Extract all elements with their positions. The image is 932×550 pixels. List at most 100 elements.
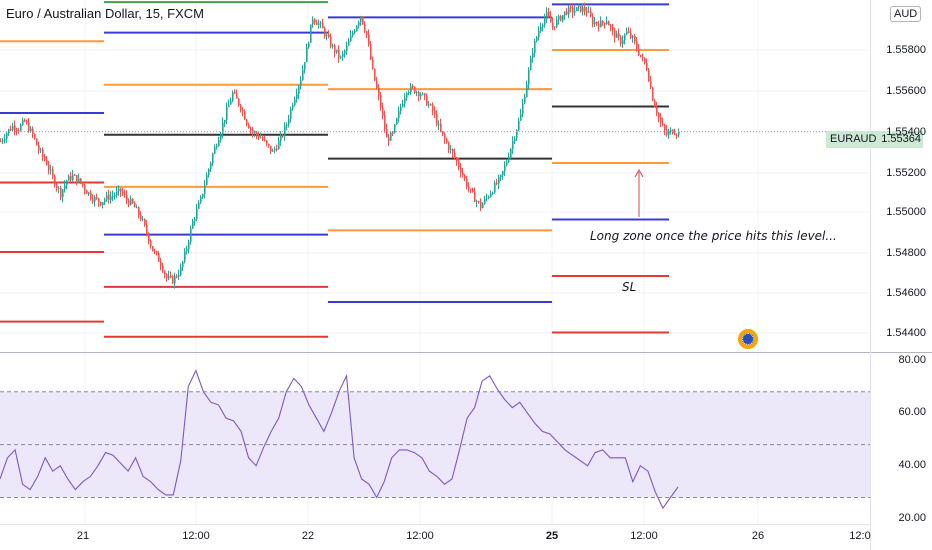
candle-body (280, 135, 282, 141)
candle-body (96, 196, 98, 199)
candle-body (632, 36, 634, 38)
candle-body (34, 133, 36, 139)
candle-body (148, 233, 150, 242)
candle-body (364, 24, 366, 32)
candle-body (10, 129, 12, 131)
candle-body (128, 200, 130, 205)
candle-body (206, 175, 208, 186)
candle-body (670, 129, 672, 132)
candle-body (430, 104, 432, 106)
candle-body (168, 275, 170, 279)
rsi-tick: 40.00 (898, 459, 926, 471)
candle-body (320, 22, 322, 24)
candle-body (198, 202, 200, 209)
price-tick: 1.54400 (886, 327, 926, 339)
candle-body (0, 141, 2, 143)
globe-icon[interactable] (738, 329, 758, 349)
candle-body (240, 105, 242, 110)
candle-body (652, 87, 654, 101)
candle-body (556, 19, 558, 28)
candle-body (84, 185, 86, 191)
candle-body (426, 95, 428, 106)
candle-body (94, 196, 96, 202)
candle-body (170, 275, 172, 277)
time-tick: 26 (751, 530, 765, 542)
candle-body (622, 40, 624, 44)
candle-body (550, 16, 552, 23)
candle-body (678, 131, 680, 135)
candle-body (182, 261, 184, 268)
candle-body (356, 25, 358, 31)
candle-body (642, 56, 644, 58)
candle-body (248, 124, 250, 129)
candle-body (254, 132, 256, 134)
candle-body (362, 16, 364, 25)
candle-body (606, 21, 608, 25)
candle-body (614, 30, 616, 38)
candle-body (114, 195, 116, 197)
candle-body (258, 134, 260, 138)
candle-body (628, 31, 630, 33)
candle-body (524, 97, 526, 104)
candle-body (86, 190, 88, 194)
candle-body (138, 207, 140, 215)
candle-body (584, 7, 586, 12)
candle-body (210, 162, 212, 170)
candle-body (174, 275, 176, 284)
candle-body (54, 176, 56, 186)
candle-body (82, 182, 84, 186)
candle-body (366, 31, 368, 35)
candle-body (306, 47, 308, 63)
candle-body (436, 114, 438, 125)
candle-body (658, 113, 660, 118)
rsi-tick: 80.00 (898, 354, 926, 366)
candle-body (408, 91, 410, 93)
candle-body (498, 177, 500, 184)
candle-body (576, 7, 578, 11)
candle-body (238, 98, 240, 106)
candle-body (554, 26, 556, 28)
candle-body (140, 214, 142, 220)
candle-body (624, 34, 626, 41)
candle-body (464, 175, 466, 179)
candle-body (578, 5, 580, 8)
currency-badge[interactable]: AUD (890, 6, 922, 22)
candle-body (180, 267, 182, 275)
candle-body (522, 103, 524, 115)
candle-body (26, 121, 28, 123)
candle-body (450, 149, 452, 151)
candle-body (2, 140, 4, 142)
candle-body (474, 191, 476, 202)
last-price-badge: EURAUD 1.55364 (826, 131, 923, 148)
candle-body (190, 228, 192, 242)
candle-body (568, 7, 570, 15)
candle-body (100, 202, 102, 206)
price-tick: 1.55600 (886, 85, 926, 97)
candle-body (244, 111, 246, 120)
candle-body (134, 202, 136, 208)
candle-body (286, 124, 288, 126)
price-tick: 1.54800 (886, 247, 926, 259)
candle-body (98, 198, 100, 203)
candle-body (156, 251, 158, 254)
candle-body (250, 128, 252, 130)
candle-body (50, 169, 52, 171)
candle-body (500, 175, 502, 178)
candle-body (288, 119, 290, 125)
candle-body (476, 201, 478, 203)
candle-body (502, 171, 504, 176)
candle-body (598, 23, 600, 28)
candle-body (172, 276, 174, 284)
candle-body (116, 191, 118, 196)
candle-body (308, 42, 310, 48)
candle-body (544, 18, 546, 25)
candle-body (28, 122, 30, 132)
candle-body (496, 182, 498, 184)
candle-body (432, 104, 434, 111)
candle-body (664, 124, 666, 130)
candle-body (494, 182, 496, 193)
candle-body (674, 133, 676, 135)
candle-body (78, 178, 80, 183)
symbol-label: EURAUD (830, 133, 877, 145)
